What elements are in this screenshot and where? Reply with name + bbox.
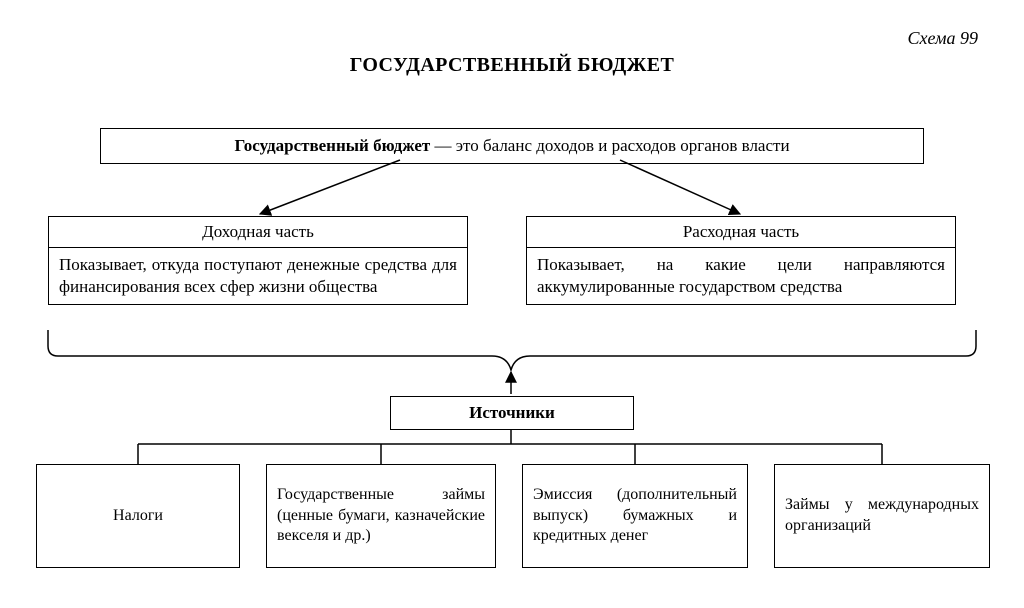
source-1-box: Налоги (36, 464, 240, 568)
expense-title: Расходная часть (527, 217, 955, 248)
income-body: Показывает, откуда поступают денежные ср… (49, 248, 467, 304)
source-3-box: Эмиссия (дополнительный выпуск) бумажных… (522, 464, 748, 568)
definition-box: Государственный бюджет — это баланс дохо… (100, 128, 924, 164)
source-4-box: Займы у международных организаций (774, 464, 990, 568)
definition-term: Государственный бюджет (234, 136, 430, 155)
scheme-label: Схема 99 (907, 28, 978, 49)
page-title: ГОСУДАРСТВЕННЫЙ БЮДЖЕТ (350, 54, 675, 77)
income-title: Доходная часть (49, 217, 467, 248)
income-box: Доходная часть Показывает, откуда поступ… (48, 216, 468, 305)
expense-body: Показывает, на какие цели направляются а… (527, 248, 955, 304)
source-2-box: Государственные займы (ценные бумаги, ка… (266, 464, 496, 568)
expense-box: Расходная часть Показывает, на какие цел… (526, 216, 956, 305)
sources-box: Источники (390, 396, 634, 430)
definition-text: — это баланс доходов и расходов органов … (430, 136, 789, 155)
